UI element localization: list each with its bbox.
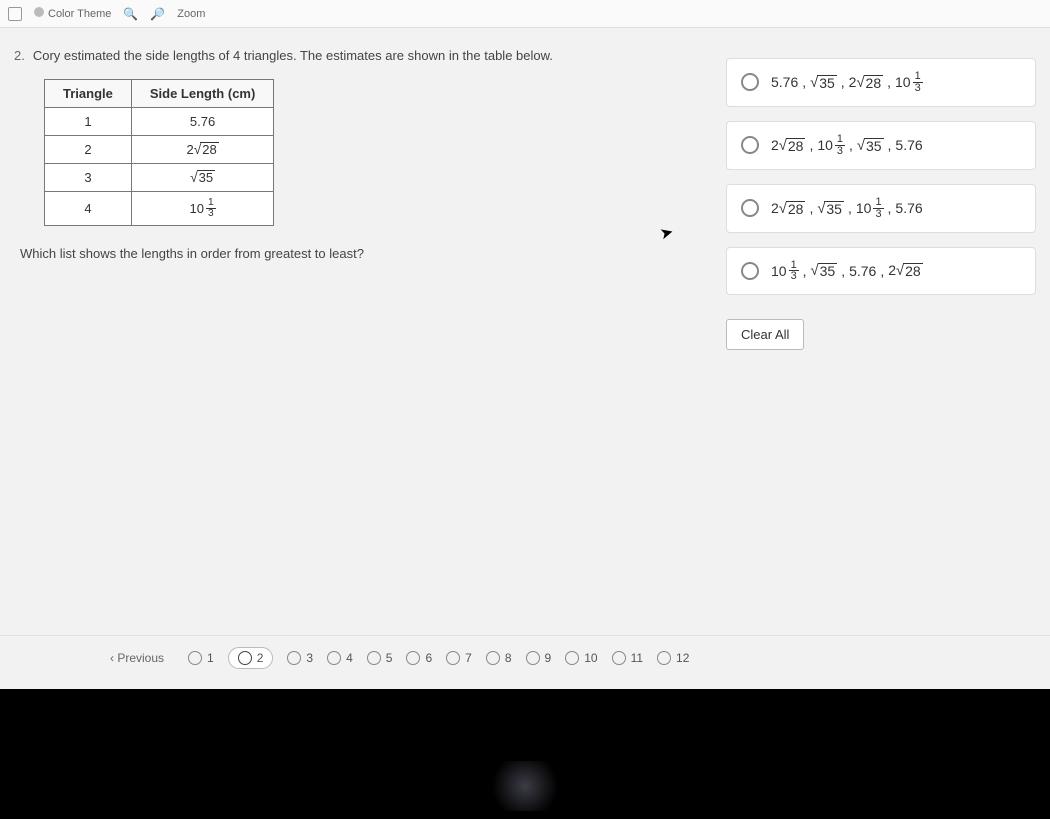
pager-number: 8 [505, 651, 512, 665]
pager-number: 7 [465, 651, 472, 665]
menu-icon[interactable] [8, 7, 22, 21]
triangle-cell: 4 [45, 192, 132, 226]
radio-icon [741, 262, 759, 280]
question-number: 2. [14, 48, 25, 63]
length-cell: 1013 [131, 192, 273, 226]
pager-item[interactable]: 12 [657, 651, 689, 665]
pager-number: 1 [207, 651, 214, 665]
triangle-cell: 1 [45, 108, 132, 136]
zoom-label: Zoom [177, 8, 205, 20]
option-sequence: 2√28, 1013, √35, 5.76 [771, 134, 923, 157]
table-row: 41013 [45, 192, 274, 226]
zoom-icon[interactable]: 🔎 [150, 7, 165, 21]
radio-icon [741, 73, 759, 91]
question-pager: Previous 123456789101112 [0, 635, 1050, 679]
pager-item[interactable]: 3 [287, 651, 313, 665]
pager-ring-icon [657, 651, 671, 665]
pager-ring-icon [406, 651, 420, 665]
pager-item[interactable]: 8 [486, 651, 512, 665]
table-header: Triangle [45, 80, 132, 108]
pager-item[interactable]: 9 [526, 651, 552, 665]
pager-ring-icon [238, 651, 252, 665]
pager-number: 6 [425, 651, 432, 665]
pager-item[interactable]: 2 [228, 647, 274, 669]
answer-option[interactable]: 5.76, √35, 2√28, 1013 [726, 58, 1036, 107]
clear-all-button[interactable]: Clear All [726, 319, 804, 350]
triangle-cell: 3 [45, 164, 132, 192]
pager-item[interactable]: 11 [612, 651, 643, 665]
pager-ring-icon [188, 651, 202, 665]
pager-number: 4 [346, 651, 353, 665]
pager-item[interactable]: 7 [446, 651, 472, 665]
radio-icon [741, 136, 759, 154]
question-panel: 2. Cory estimated the side lengths of 4 … [0, 28, 1050, 683]
question-stem: Cory estimated the side lengths of 4 tri… [33, 48, 553, 63]
pager-number: 9 [545, 651, 552, 665]
pager-number: 5 [386, 651, 393, 665]
pager-ring-icon [446, 651, 460, 665]
pager-item[interactable]: 4 [327, 651, 353, 665]
glow-icon [485, 761, 565, 811]
pager-item[interactable]: 6 [406, 651, 432, 665]
search-icon[interactable]: 🔍 [123, 7, 138, 21]
length-cell: 5.76 [131, 108, 273, 136]
triangle-cell: 2 [45, 136, 132, 164]
option-sequence: 1013, √35, 5.76, 2√28 [771, 260, 923, 283]
pager-item[interactable]: 10 [565, 651, 597, 665]
option-sequence: 5.76, √35, 2√28, 1013 [771, 71, 923, 94]
pager-ring-icon [565, 651, 579, 665]
table-row: 15.76 [45, 108, 274, 136]
pager-number: 11 [631, 651, 643, 665]
pager-ring-icon [526, 651, 540, 665]
side-length-table: TriangleSide Length (cm) 15.7622√283√354… [44, 79, 274, 226]
pager-ring-icon [287, 651, 301, 665]
option-sequence: 2√28, √35, 1013, 5.76 [771, 197, 923, 220]
pager-number: 10 [584, 651, 597, 665]
pager-number: 3 [306, 651, 313, 665]
previous-button[interactable]: Previous [110, 651, 164, 665]
length-cell: 2√28 [131, 136, 273, 164]
pager-ring-icon [367, 651, 381, 665]
pager-number: 2 [257, 651, 264, 665]
radio-icon [741, 199, 759, 217]
top-toolbar: Color Theme 🔍 🔎 Zoom [0, 0, 1050, 28]
pager-ring-icon [612, 651, 626, 665]
table-row: 3√35 [45, 164, 274, 192]
pager-item[interactable]: 1 [188, 651, 214, 665]
answer-option[interactable]: 2√28, 1013, √35, 5.76 [726, 121, 1036, 170]
pager-number: 12 [676, 651, 689, 665]
answer-option[interactable]: 2√28, √35, 1013, 5.76 [726, 184, 1036, 233]
mouse-cursor-icon: ➤ [658, 222, 676, 245]
answer-option[interactable]: 1013, √35, 5.76, 2√28 [726, 247, 1036, 296]
color-theme-control[interactable]: Color Theme [34, 7, 111, 20]
length-cell: √35 [131, 164, 273, 192]
pager-ring-icon [327, 651, 341, 665]
table-header: Side Length (cm) [131, 80, 273, 108]
desktop-bottom-band [0, 689, 1050, 819]
table-row: 22√28 [45, 136, 274, 164]
pager-ring-icon [486, 651, 500, 665]
answer-options: 5.76, √35, 2√28, 1013 2√28, 1013, √35, 5.… [726, 58, 1036, 350]
pager-item[interactable]: 5 [367, 651, 393, 665]
